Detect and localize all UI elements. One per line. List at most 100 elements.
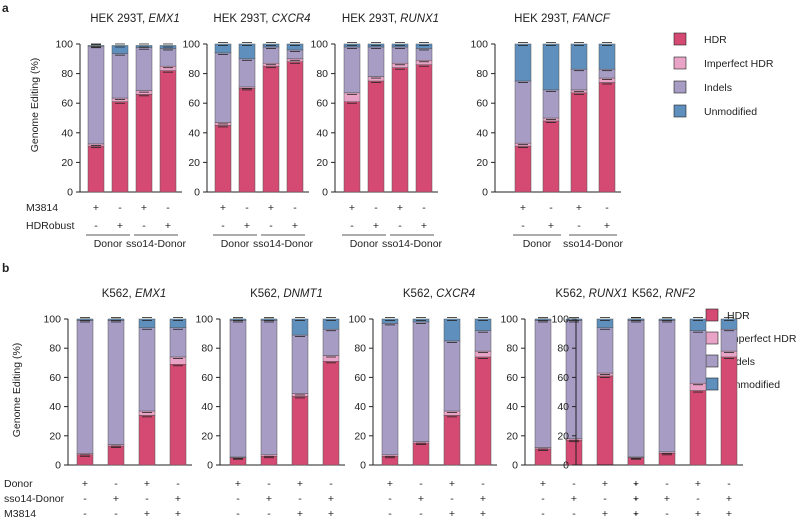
condition-symbol: + — [726, 508, 732, 519]
y-tick-label: 60 — [201, 372, 213, 384]
legend-b: HDR Imperfect HDR Indels Unmodified — [705, 308, 797, 391]
bar-unmodified — [111, 45, 129, 54]
bar-unmodified — [169, 318, 187, 329]
bar-unmodified — [322, 318, 340, 330]
condition-symbol: - — [221, 220, 225, 232]
condition-symbol: + — [93, 202, 99, 214]
condition-symbol: + — [633, 508, 639, 519]
panel-a-cond-m3814: M3814 — [26, 202, 58, 214]
bar-indels — [658, 320, 676, 453]
y-tick-label: 20 — [354, 430, 366, 442]
y-tick-label: 40 — [557, 401, 569, 413]
condition-symbol: + — [297, 508, 303, 519]
condition-symbol: + — [418, 493, 424, 505]
chart-title: HEK 293T, RUNX1 — [342, 13, 439, 25]
y-tick-label: 0 — [207, 460, 213, 472]
y-tick-label: 20 — [201, 430, 213, 442]
y-tick-label: 0 — [563, 460, 569, 472]
legend-a-indels: Indels — [704, 82, 732, 94]
condition-symbol: - — [166, 202, 170, 214]
bar-hdr — [598, 82, 616, 193]
bar-imperfect-hdr — [598, 77, 616, 83]
condition-symbol: + — [175, 493, 181, 505]
condition-symbol: - — [696, 493, 700, 505]
condition-symbol: + — [449, 508, 455, 519]
bar-hdr — [107, 445, 125, 466]
legend-a-unmodified-swatch — [673, 104, 687, 118]
y-tick-label: 100 — [310, 39, 328, 51]
y-tick-label: 20 — [557, 430, 569, 442]
bar-indels — [534, 320, 552, 448]
legend-a-hdr: HDR — [704, 34, 727, 46]
bar-indels — [229, 320, 247, 458]
bar-indels — [291, 334, 309, 394]
chart-b-emx1: K562, EMX1 0 20 40 60 80 100 + - + - - + - + - - + + — [43, 288, 192, 519]
condition-symbol: + — [480, 508, 486, 519]
y-tick-label: 20 — [61, 157, 73, 169]
bar-unmodified — [570, 43, 588, 70]
y-tick-label: 100 — [55, 39, 73, 51]
y-tick-label: 100 — [182, 39, 200, 51]
bar-indels — [135, 47, 153, 91]
condition-symbol: - — [603, 493, 607, 505]
y-tick-label: 60 — [49, 372, 61, 384]
bar-imperfect-hdr — [367, 76, 385, 82]
bar-imperfect-hdr — [159, 65, 177, 71]
y-tick-label: 0 — [322, 187, 328, 199]
condition-symbol: + — [571, 493, 577, 505]
condition-symbol: + — [373, 220, 379, 232]
chart-a-emx1: HEK 293T, EMX1 0 20 40 60 80 100 + - + - - + - + Donor s… — [55, 13, 186, 250]
chart-a-runx1: HEK 293T, RUNX1 0 20 40 60 80 100 + - + - - + - + Donor… — [310, 13, 442, 250]
condition-symbol: + — [297, 478, 303, 490]
group-label-sso14-donor: sso14-Donor — [563, 238, 624, 250]
bar-indels — [322, 328, 340, 356]
y-tick-label: 40 — [316, 127, 328, 139]
y-tick-label: 80 — [61, 68, 73, 80]
group-label-donor: Donor — [94, 238, 123, 250]
legend-a-hdr-swatch — [673, 32, 687, 46]
condition-symbol: - — [419, 478, 423, 490]
group-label-donor: Donor — [221, 238, 250, 250]
bar-indels — [720, 328, 738, 352]
bar-indels — [474, 330, 492, 352]
legend-b-unmodified: Unmodified — [727, 379, 780, 391]
condition-symbol: - — [422, 202, 426, 214]
bar-unmodified — [514, 43, 532, 82]
condition-symbol: - — [388, 493, 392, 505]
bar-hdr — [87, 145, 105, 193]
condition-symbol: - — [541, 508, 545, 519]
y-tick-label: 60 — [354, 372, 366, 384]
bar-hdr — [542, 120, 560, 193]
condition-symbol: - — [727, 478, 731, 490]
condition-symbol: - — [350, 220, 354, 232]
bar-imperfect-hdr — [415, 60, 433, 65]
condition-symbol: + — [113, 493, 119, 505]
condition-symbol: - — [605, 202, 609, 214]
bar-hdr — [238, 88, 256, 193]
condition-symbol: + — [726, 493, 732, 505]
condition-symbol: - — [572, 508, 576, 519]
condition-symbol: + — [144, 508, 150, 519]
chart-title-gene: EMX1 — [148, 13, 179, 25]
y-tick-label: 0 — [194, 187, 200, 199]
bar-hdr — [169, 364, 187, 466]
condition-symbol: - — [236, 508, 240, 519]
bar-hdr — [596, 375, 614, 466]
y-tick-label: 20 — [49, 430, 61, 442]
condition-symbol: - — [374, 202, 378, 214]
bar-unmodified — [286, 43, 304, 51]
y-tick-label: 20 — [188, 157, 200, 169]
chart-title: K562, DNMT1 — [250, 288, 323, 300]
condition-symbol: - — [114, 478, 118, 490]
bar-hdr — [534, 448, 552, 466]
chart-title-gene: RUNX1 — [589, 288, 628, 300]
condition-symbol: + — [292, 220, 298, 232]
y-tick-label: 40 — [61, 127, 73, 139]
y-tick-label: 60 — [557, 372, 569, 384]
bar-hdr — [367, 80, 385, 193]
bar-hdr — [689, 390, 707, 466]
condition-symbol: - — [176, 478, 180, 490]
bar-indels — [570, 68, 588, 91]
